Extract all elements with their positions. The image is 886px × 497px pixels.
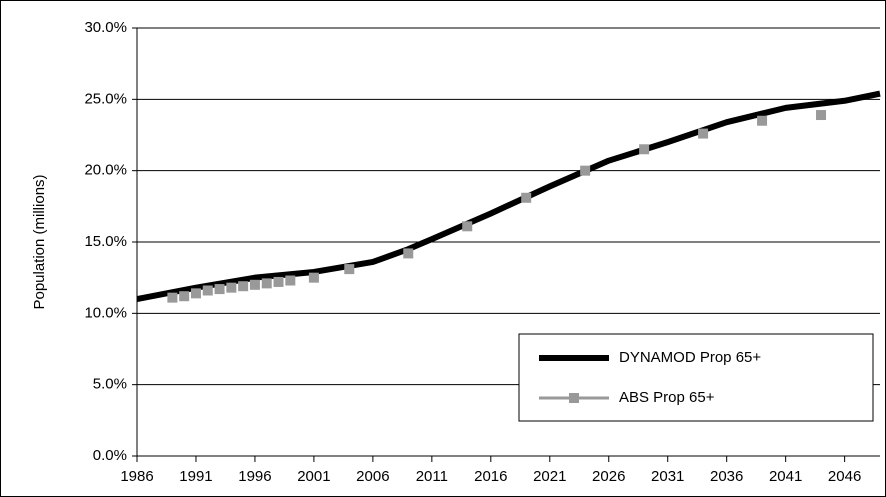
data-point (238, 281, 249, 292)
x-tick-label: 2041 (769, 468, 802, 485)
x-tick-label: 2006 (356, 468, 389, 485)
data-point (403, 248, 414, 259)
data-point (285, 275, 296, 286)
data-point (190, 288, 201, 299)
legend-marker (569, 393, 579, 403)
y-tick-label: 25.0% (84, 90, 127, 107)
legend-label: ABS Prop 65+ (619, 389, 715, 406)
data-point (816, 110, 827, 121)
data-point (273, 276, 284, 287)
y-tick-label: 20.0% (84, 162, 127, 179)
data-point (521, 192, 532, 203)
x-tick-label: 2031 (651, 468, 684, 485)
data-point (580, 165, 591, 176)
data-point (639, 144, 650, 155)
y-tick-label: 30.0% (84, 19, 127, 36)
legend-label: DYNAMOD Prop 65+ (619, 349, 761, 366)
data-point (344, 264, 355, 275)
data-point (179, 291, 190, 302)
x-tick-label: 2001 (297, 468, 330, 485)
x-tick-label: 1996 (238, 468, 271, 485)
x-tick-label: 2016 (474, 468, 507, 485)
data-point (462, 221, 473, 232)
y-axis-title: Population (millions) (31, 174, 48, 309)
y-tick-label: 0.0% (93, 447, 127, 464)
data-point (698, 128, 709, 139)
y-tick-label: 10.0% (84, 304, 127, 321)
data-point (226, 282, 237, 293)
data-point (167, 292, 178, 303)
y-tick-label: 5.0% (93, 376, 127, 393)
x-tick-label: 2021 (533, 468, 566, 485)
x-tick-label: 1986 (120, 468, 153, 485)
x-tick-label: 2011 (416, 468, 448, 485)
data-point (249, 279, 260, 290)
y-tick-label: 15.0% (84, 233, 127, 250)
data-point (308, 272, 319, 283)
data-point (214, 284, 225, 295)
data-point (757, 115, 768, 126)
data-point (261, 278, 272, 289)
legend-box (518, 333, 874, 422)
data-line (136, 90, 881, 303)
data-point (202, 285, 213, 296)
x-tick-label: 1991 (179, 468, 212, 485)
x-tick-label: 2046 (828, 468, 861, 485)
x-tick-label: 2026 (592, 468, 625, 485)
x-tick-label: 2036 (710, 468, 743, 485)
